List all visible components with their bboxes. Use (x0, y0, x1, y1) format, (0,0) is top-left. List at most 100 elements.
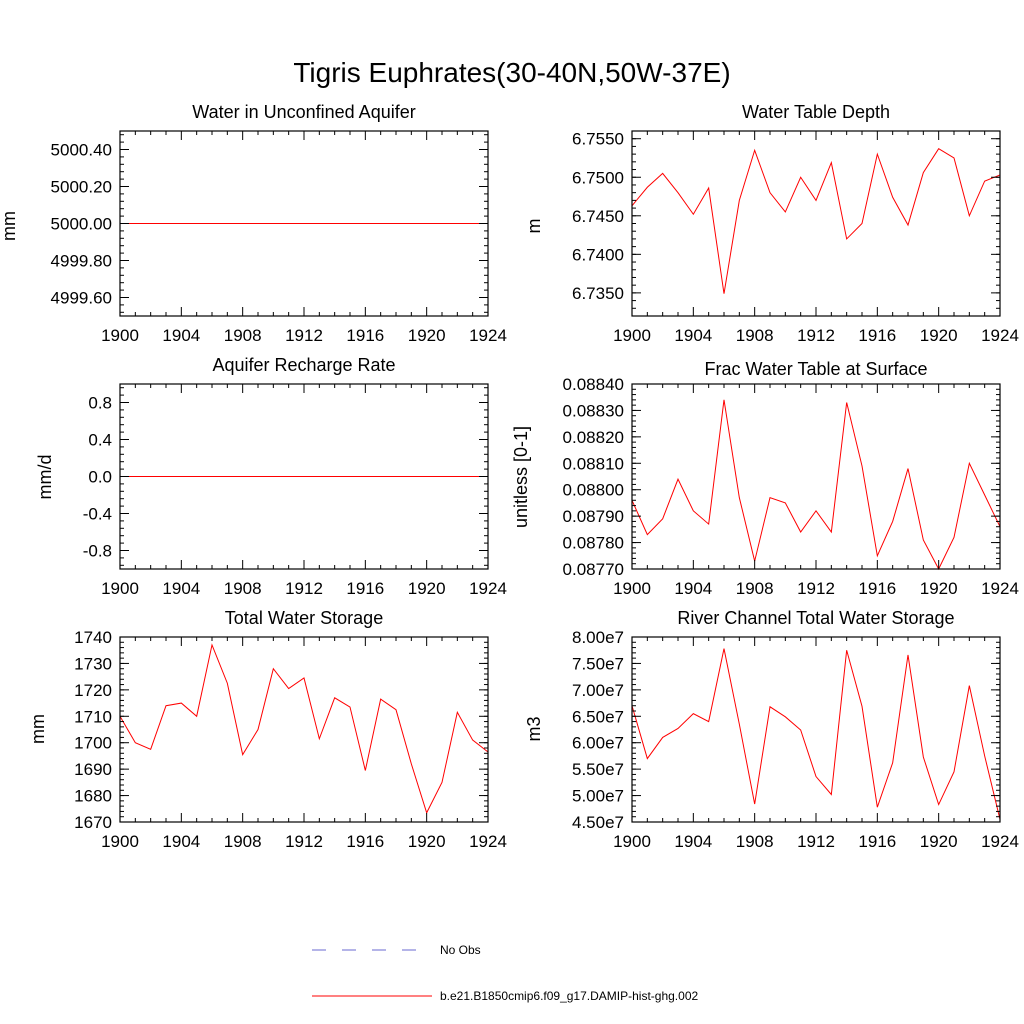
series-line (631, 648, 1001, 820)
x-tick-label: 1900 (101, 579, 139, 598)
y-tick-label: 0.4 (88, 431, 112, 450)
y-tick-label: 8.00e7 (572, 628, 624, 647)
x-tick-label: 1912 (285, 832, 323, 851)
figure-title: Tigris Euphrates(30-40N,50W-37E) (293, 57, 730, 88)
x-tick-label: 1900 (613, 579, 651, 598)
x-tick-label: 1900 (613, 326, 651, 345)
x-tick-label: 1912 (285, 579, 323, 598)
x-tick-label: 1916 (858, 832, 896, 851)
x-tick-label: 1904 (162, 579, 200, 598)
x-tick-label: 1924 (469, 832, 507, 851)
y-tick-label: 6.00e7 (572, 734, 624, 753)
y-tick-label: 0.08840 (563, 375, 624, 394)
legend-label-no-obs: No Obs (440, 943, 481, 957)
y-tick-label: 0.08820 (563, 428, 624, 447)
y-tick-label: -0.4 (83, 505, 112, 524)
x-tick-label: 1920 (920, 326, 958, 345)
y-tick-label: 4.50e7 (572, 813, 624, 832)
x-tick-label: 1920 (920, 579, 958, 598)
y-tick-label: -0.8 (83, 542, 112, 561)
x-tick-label: 1924 (469, 579, 507, 598)
y-tick-label: 7.50e7 (572, 654, 624, 673)
legend-label-model: b.e21.B1850cmip6.f09_g17.DAMIP-hist-ghg.… (440, 989, 698, 1003)
y-tick-label: 5000.00 (51, 215, 112, 234)
y-tick-label: 1720 (74, 681, 112, 700)
y-tick-label: 0.08790 (563, 507, 624, 526)
y-tick-label: 4999.80 (51, 252, 112, 271)
x-tick-label: 1920 (408, 579, 446, 598)
y-tick-label: 5000.20 (51, 178, 112, 197)
y-tick-label: 6.7500 (572, 168, 624, 187)
panel-title: Water Table Depth (742, 102, 890, 122)
y-tick-label: 0.0 (88, 468, 112, 487)
y-axis-label: mm (28, 714, 48, 744)
y-tick-label: 0.08810 (563, 454, 624, 473)
y-tick-label: 5.00e7 (572, 787, 624, 806)
x-tick-label: 1904 (162, 832, 200, 851)
x-tick-label: 1912 (797, 579, 835, 598)
panel-river-channel-total-water-storage: River Channel Total Water Storage m3 190… (524, 608, 1019, 851)
y-tick-label: 6.50e7 (572, 707, 624, 726)
x-tick-label: 1904 (674, 832, 712, 851)
x-tick-label: 1908 (224, 579, 262, 598)
x-tick-label: 1912 (285, 326, 323, 345)
y-tick-label: 6.7350 (572, 284, 624, 303)
x-tick-label: 1916 (346, 579, 384, 598)
y-axis-label: mm/d (35, 455, 55, 500)
y-tick-label: 1690 (74, 760, 112, 779)
x-tick-label: 1904 (162, 326, 200, 345)
panel-aquifer-recharge-rate: Aquifer Recharge Rate mm/d 1900 1904 1908 1… (35, 355, 507, 598)
x-tick-label: 1900 (101, 326, 139, 345)
x-tick-label: 1916 (346, 832, 384, 851)
x-tick-label: 1924 (981, 832, 1019, 851)
y-tick-label: 1740 (74, 628, 112, 647)
y-tick-label: 6.7400 (572, 245, 624, 264)
y-axis-label: mm (0, 211, 19, 241)
panel-water-table-depth: Water Table Depth m 1900 1904 1908 1912 1916… (524, 102, 1019, 345)
panel-title: River Channel Total Water Storage (677, 608, 954, 628)
y-tick-label: 0.08800 (563, 481, 624, 500)
y-tick-label: 6.7550 (572, 130, 624, 149)
y-tick-label: 0.08770 (563, 560, 624, 579)
x-tick-label: 1908 (224, 326, 262, 345)
y-axis-label: unitless [0-1] (511, 426, 531, 528)
x-tick-label: 1908 (224, 832, 262, 851)
panel-water-in-unconfined-aquifer: Water in Unconfined Aquifer mm 1900 1904 1… (0, 102, 507, 345)
series-line (631, 148, 1001, 294)
y-axis-label: m (524, 219, 544, 234)
y-tick-label: 0.08780 (563, 534, 624, 553)
legend: No Obs b.e21.B1850cmip6.f09_g17.DAMIP-hi… (312, 943, 698, 1003)
y-axis-label: m3 (524, 716, 544, 741)
x-tick-label: 1920 (408, 326, 446, 345)
panel-title: Water in Unconfined Aquifer (192, 102, 415, 122)
x-tick-label: 1904 (674, 579, 712, 598)
x-tick-label: 1916 (858, 579, 896, 598)
x-tick-label: 1924 (981, 326, 1019, 345)
x-tick-label: 1908 (736, 326, 774, 345)
y-tick-label: 1670 (74, 813, 112, 832)
x-tick-label: 1900 (101, 832, 139, 851)
x-tick-label: 1908 (736, 832, 774, 851)
x-tick-label: 1920 (408, 832, 446, 851)
x-tick-label: 1900 (613, 832, 651, 851)
panel-frac-water-table-at-surface: Frac Water Table at Surface unitless [0-… (511, 359, 1019, 598)
y-tick-label: 1730 (74, 654, 112, 673)
x-tick-label: 1924 (981, 579, 1019, 598)
y-tick-label: 4999.60 (51, 289, 112, 308)
y-tick-label: 1680 (74, 787, 112, 806)
y-tick-label: 1700 (74, 734, 112, 753)
x-tick-label: 1912 (797, 326, 835, 345)
y-tick-label: 0.8 (88, 394, 112, 413)
x-tick-label: 1924 (469, 326, 507, 345)
panel-title: Aquifer Recharge Rate (212, 355, 395, 375)
x-tick-label: 1920 (920, 832, 958, 851)
y-tick-label: 7.00e7 (572, 681, 624, 700)
y-tick-label: 5000.40 (51, 141, 112, 160)
x-tick-label: 1904 (674, 326, 712, 345)
x-tick-label: 1916 (346, 326, 384, 345)
x-tick-label: 1916 (858, 326, 896, 345)
y-tick-label: 0.08830 (563, 401, 624, 420)
y-tick-label: 6.7450 (572, 207, 624, 226)
